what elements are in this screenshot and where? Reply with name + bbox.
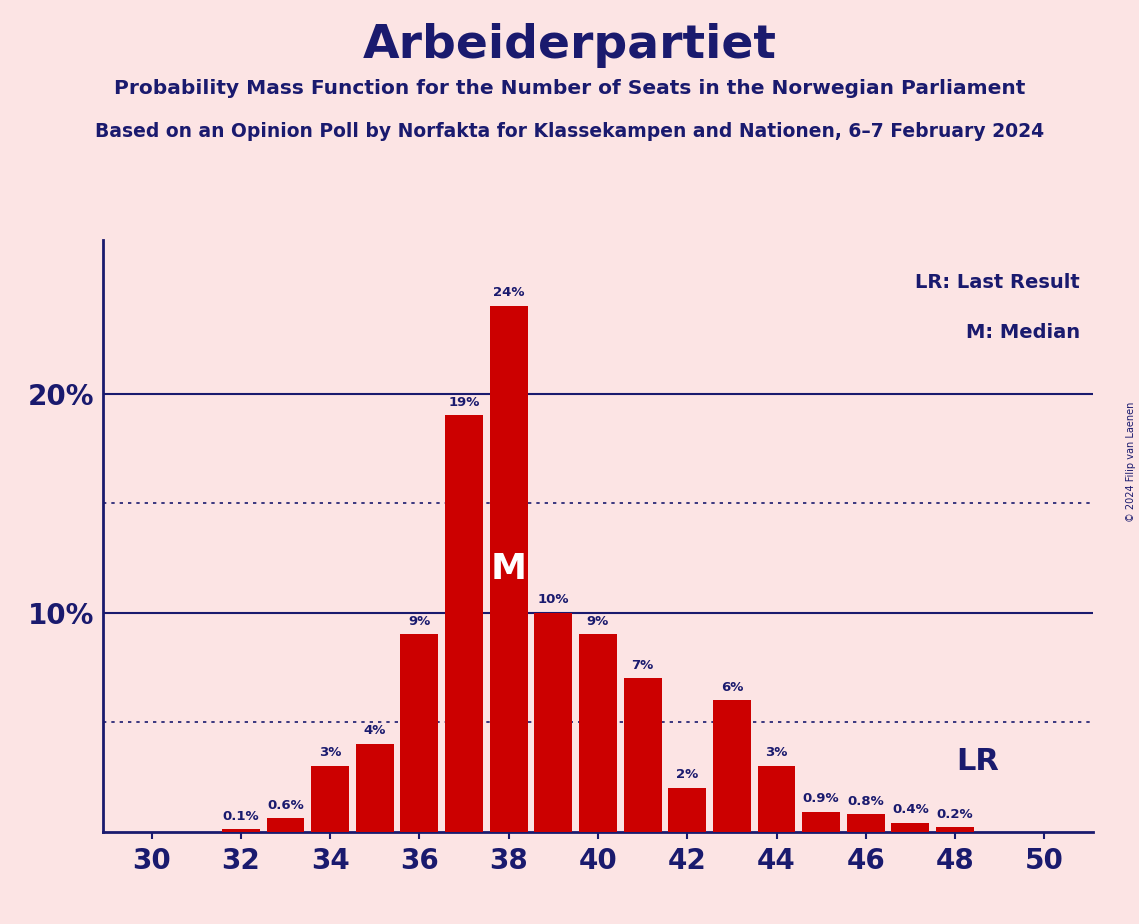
Text: 9%: 9% bbox=[587, 614, 609, 628]
Text: Probability Mass Function for the Number of Seats in the Norwegian Parliament: Probability Mass Function for the Number… bbox=[114, 79, 1025, 98]
Text: 4%: 4% bbox=[363, 724, 386, 737]
Text: M: Median: M: Median bbox=[966, 323, 1080, 343]
Bar bbox=[579, 635, 617, 832]
Bar bbox=[892, 823, 929, 832]
Bar bbox=[490, 306, 527, 832]
Text: 0.6%: 0.6% bbox=[268, 799, 304, 812]
Text: 24%: 24% bbox=[493, 286, 524, 299]
Text: LR: Last Result: LR: Last Result bbox=[916, 274, 1080, 292]
Text: 0.1%: 0.1% bbox=[222, 809, 260, 823]
Text: 2%: 2% bbox=[677, 768, 698, 781]
Bar bbox=[713, 700, 751, 832]
Text: 9%: 9% bbox=[408, 614, 431, 628]
Text: Arbeiderpartiet: Arbeiderpartiet bbox=[362, 23, 777, 68]
Bar bbox=[802, 812, 841, 832]
Text: © 2024 Filip van Laenen: © 2024 Filip van Laenen bbox=[1126, 402, 1136, 522]
Bar bbox=[311, 766, 350, 832]
Text: 0.2%: 0.2% bbox=[936, 808, 974, 821]
Bar bbox=[222, 830, 260, 832]
Text: M: M bbox=[491, 552, 526, 586]
Bar bbox=[846, 814, 885, 832]
Text: 0.8%: 0.8% bbox=[847, 795, 884, 808]
Text: 10%: 10% bbox=[538, 593, 570, 606]
Bar bbox=[445, 416, 483, 832]
Bar bbox=[267, 819, 304, 832]
Text: LR: LR bbox=[956, 747, 999, 776]
Text: 0.4%: 0.4% bbox=[892, 803, 928, 816]
Text: 19%: 19% bbox=[449, 395, 480, 409]
Text: 3%: 3% bbox=[765, 747, 788, 760]
Bar bbox=[401, 635, 439, 832]
Text: Based on an Opinion Poll by Norfakta for Klassekampen and Nationen, 6–7 February: Based on an Opinion Poll by Norfakta for… bbox=[95, 122, 1044, 141]
Bar bbox=[624, 678, 662, 832]
Bar bbox=[534, 613, 572, 832]
Bar bbox=[936, 827, 974, 832]
Text: 6%: 6% bbox=[721, 681, 743, 694]
Bar bbox=[355, 744, 394, 832]
Text: 0.9%: 0.9% bbox=[803, 792, 839, 806]
Text: 7%: 7% bbox=[631, 659, 654, 672]
Bar bbox=[669, 788, 706, 832]
Bar bbox=[757, 766, 795, 832]
Text: 3%: 3% bbox=[319, 747, 342, 760]
